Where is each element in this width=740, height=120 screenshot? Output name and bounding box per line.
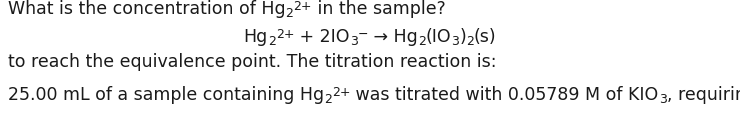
Text: 2+: 2+ <box>294 0 312 13</box>
Text: (IO: (IO <box>425 28 451 46</box>
Text: in the sample?: in the sample? <box>312 0 445 18</box>
Text: −: − <box>357 28 368 41</box>
Text: was titrated with 0.05789 M of KIO: was titrated with 0.05789 M of KIO <box>351 86 659 104</box>
Text: (s): (s) <box>474 28 497 46</box>
Text: 2+: 2+ <box>276 28 295 41</box>
Text: 2: 2 <box>286 7 294 20</box>
Text: 2: 2 <box>324 93 332 106</box>
Text: 3: 3 <box>350 35 357 48</box>
Text: → Hg: → Hg <box>368 28 418 46</box>
Text: 3: 3 <box>451 35 460 48</box>
Text: 2: 2 <box>418 35 426 48</box>
Text: to reach the equivalence point. The titration reaction is:: to reach the equivalence point. The titr… <box>8 53 497 71</box>
Text: ): ) <box>460 28 466 46</box>
Text: Hg: Hg <box>243 28 268 46</box>
Text: 2+: 2+ <box>332 86 351 99</box>
Text: + 2IO: + 2IO <box>295 28 350 46</box>
Text: 25.00 mL of a sample containing Hg: 25.00 mL of a sample containing Hg <box>8 86 324 104</box>
Text: What is the concentration of Hg: What is the concentration of Hg <box>8 0 286 18</box>
Text: 2: 2 <box>466 35 474 48</box>
Text: 3: 3 <box>659 93 667 106</box>
Text: 2: 2 <box>268 35 276 48</box>
Text: , requiring 35.69 mL: , requiring 35.69 mL <box>667 86 740 104</box>
